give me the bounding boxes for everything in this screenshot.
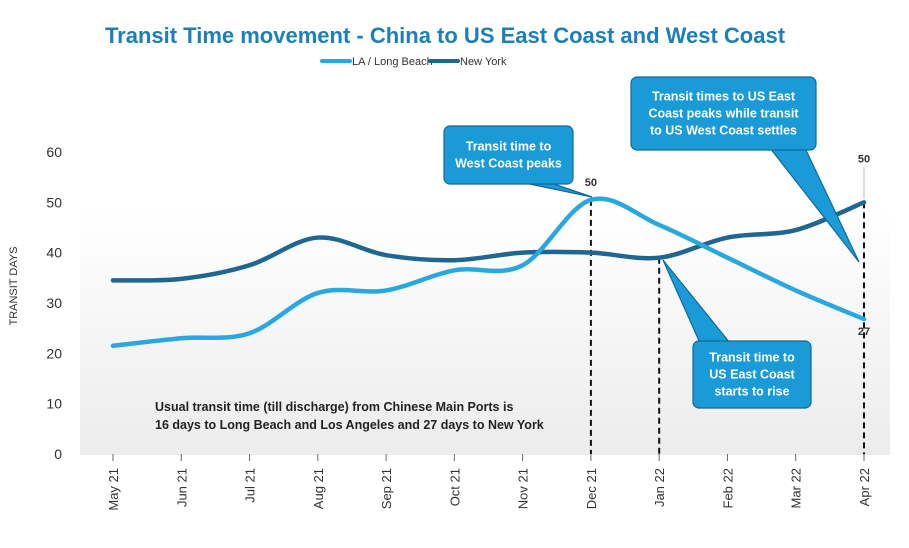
callout-text: West Coast peaks: [455, 157, 562, 171]
chart-title: Transit Time movement - China to US East…: [105, 23, 786, 48]
note-line: Usual transit time (till discharge) from…: [155, 400, 513, 414]
note-line: 16 days to Long Beach and Los Angeles an…: [155, 418, 544, 432]
y-axis-label: TRANSIT DAYS: [8, 246, 20, 325]
callout-box: Transit time to US East Coast starts to ri…: [662, 259, 812, 409]
data-label: 50: [585, 177, 597, 189]
x-tick-label: Aug 21: [311, 468, 326, 509]
x-tick-label: Jul 21: [243, 468, 258, 503]
data-label: 50: [858, 153, 870, 165]
note-text: Usual transit time (till discharge) from…: [155, 400, 544, 432]
x-axis-ticks: May 21 Jun 21 Jul 21 Aug 21 Sep 21 Oct 21 Nov …: [106, 454, 872, 511]
x-tick-label: Oct 21: [447, 468, 462, 506]
callout-text: US East Coast: [709, 368, 795, 382]
legend-label: New York: [460, 56, 507, 68]
y-tick-label: 50: [46, 194, 62, 210]
x-tick-label: Jan 22: [652, 468, 667, 507]
legend-label: LA / Long Beach: [352, 56, 433, 68]
callout-text: to US West Coast settles: [650, 124, 797, 138]
y-tick-label: 0: [54, 446, 62, 462]
y-tick-label: 10: [46, 396, 62, 412]
x-tick-label: Nov 21: [516, 468, 531, 509]
series-line: [110, 196, 867, 349]
plot-background: [80, 210, 890, 455]
callout-box: Transit time to West Coast peaks: [443, 125, 593, 198]
y-tick-label: 40: [46, 245, 62, 261]
x-tick-label: Mar 22: [789, 468, 804, 508]
reference-lines: [589, 199, 865, 454]
series-line: [110, 200, 867, 283]
callout-text: starts to rise: [714, 385, 789, 399]
data-labels: 50 50 27: [585, 153, 870, 338]
callout-background: [692, 340, 812, 409]
x-tick-label: Jun 21: [174, 468, 189, 507]
callout-text: Transit time to: [709, 351, 795, 365]
y-axis-ticks: 0 10 20 30 40 50 60: [46, 144, 62, 462]
legend: LA / Long Beach New York: [320, 56, 507, 68]
y-tick-label: 60: [46, 144, 62, 160]
y-tick-label: 30: [46, 295, 62, 311]
x-tick-label: Sep 21: [379, 468, 394, 509]
x-tick-label: Feb 22: [720, 468, 735, 508]
callout-text: Transit times to US East: [652, 90, 796, 104]
callout-background: [630, 76, 817, 151]
callout-text: Coast peaks while transit: [648, 107, 799, 121]
data-label: 27: [858, 326, 870, 338]
callout-background: [443, 125, 574, 185]
y-tick-label: 20: [46, 345, 62, 361]
x-tick-label: Apr 22: [857, 468, 872, 506]
x-tick-label: Dec 21: [584, 468, 599, 509]
callout-text: Transit time to: [466, 140, 552, 154]
callout-box: Transit times to US East Coast peaks whil…: [630, 76, 860, 263]
series-lines: [110, 196, 867, 349]
x-tick-label: May 21: [106, 468, 121, 511]
